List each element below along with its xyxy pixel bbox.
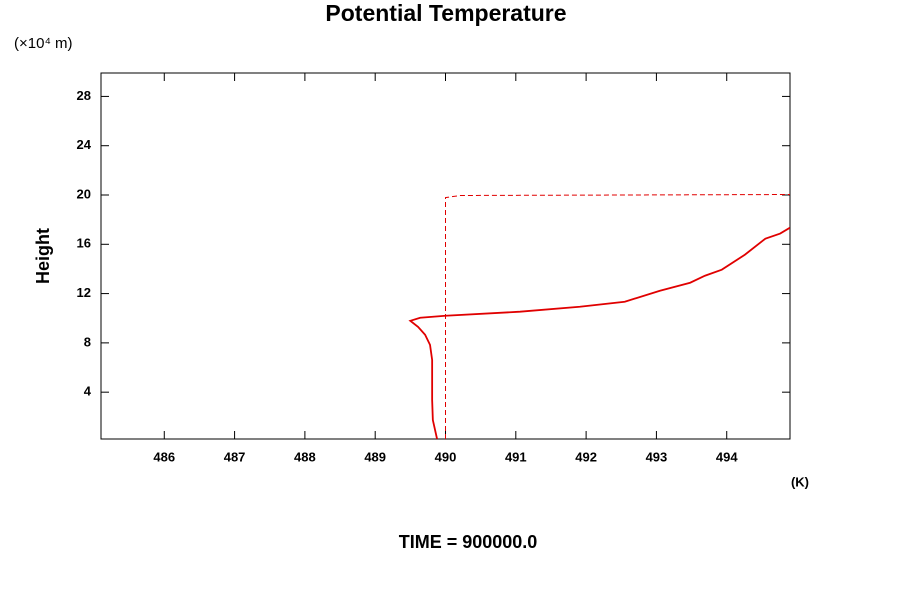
y-tick-label: 12 bbox=[77, 285, 91, 300]
x-tick-label: 486 bbox=[153, 449, 175, 464]
data-line bbox=[408, 226, 790, 439]
plot-frame bbox=[100, 72, 791, 440]
x-tick-label: 488 bbox=[294, 449, 316, 464]
data-line bbox=[445, 194, 790, 439]
y-tick-label: 4 bbox=[84, 384, 92, 399]
y-unit-label: (×10⁴ m) bbox=[14, 35, 73, 52]
x-tick-label: 490 bbox=[435, 449, 457, 464]
x-axis-label: (K) bbox=[791, 474, 809, 489]
y-tick-label: 24 bbox=[77, 137, 92, 152]
y-axis-label: Height bbox=[33, 228, 53, 284]
x-tick-label: 492 bbox=[575, 449, 597, 464]
y-tick-label: 16 bbox=[77, 236, 91, 251]
y-tick-label: 8 bbox=[84, 334, 91, 349]
footer: TIME = 900000.0 bbox=[399, 532, 538, 552]
y-tick-label: 28 bbox=[77, 88, 91, 103]
y-tick-label: 20 bbox=[77, 186, 91, 201]
chart-title: Potential Temperature bbox=[325, 0, 566, 26]
x-tick-label: 489 bbox=[364, 449, 386, 464]
x-tick-label: 494 bbox=[716, 449, 738, 464]
x-tick-label: 487 bbox=[224, 449, 246, 464]
x-tick-label: 493 bbox=[646, 449, 668, 464]
x-tick-label: 491 bbox=[505, 449, 527, 464]
